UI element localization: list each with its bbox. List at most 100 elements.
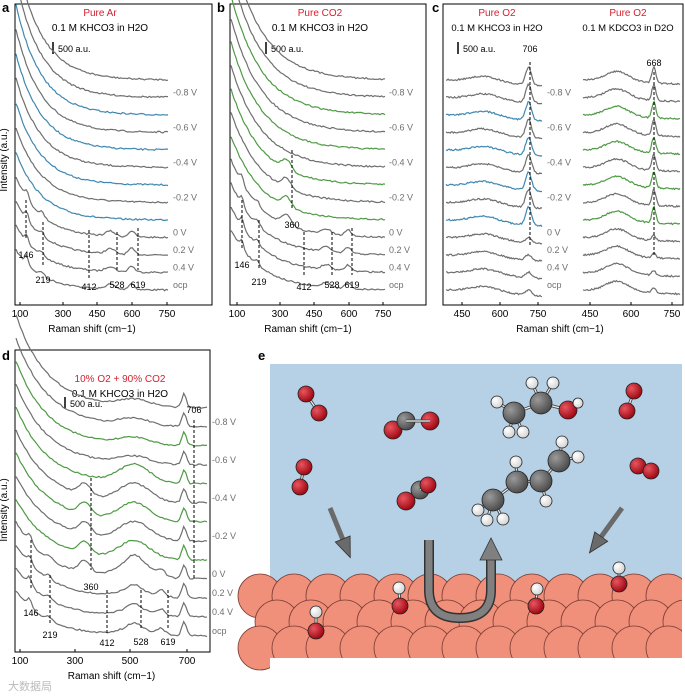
- ticks-a: 100 300 450 600 750 Raman shift (cm−1): [12, 302, 176, 335]
- x-tick-label: 100: [12, 309, 29, 320]
- peak-label: 219: [42, 630, 57, 640]
- potential-label-a: -0.6 V: [173, 123, 197, 133]
- potential-label-d: 0.2 V: [212, 588, 233, 598]
- curves-c: [445, 65, 681, 298]
- hydrogen-atom: [471, 503, 485, 517]
- oxygen-atom: [618, 402, 636, 420]
- potential-label-d: 0 V: [212, 569, 226, 579]
- curves-d: [15, 314, 208, 638]
- spectrum-d-12: [15, 314, 208, 410]
- hydrogen-atom: [309, 605, 323, 619]
- potential-label-a: -0.8 V: [173, 88, 197, 98]
- watermark: 大数据局: [8, 679, 52, 693]
- x-tick-label: 750: [530, 309, 547, 320]
- x-tick-label: 750: [375, 309, 392, 320]
- carbon-atom: [505, 470, 529, 494]
- oxygen-atom: [527, 597, 545, 615]
- scalebar-label-a: 500 a.u.: [58, 44, 91, 54]
- peak-label: 146: [234, 260, 249, 270]
- potential-label-b: 0.4 V: [389, 263, 410, 273]
- spectrum-c-left-8: [445, 136, 543, 157]
- oxygen-atom: [291, 478, 309, 496]
- potential-label-a: 0.2 V: [173, 245, 194, 255]
- labels-b: ocp 0.4 V 0.2 V 0 V -0.2 V -0.4 V -0.6 V -0.8 V: [389, 88, 413, 291]
- x-tick-label: 600: [492, 309, 509, 320]
- spectrum-c-right-2: [582, 244, 680, 260]
- title-c-right: Pure O2: [609, 8, 647, 19]
- peak-label: 706: [522, 44, 537, 54]
- scalebar-label-d: 500 a.u.: [70, 399, 103, 409]
- electrolyte-b: 0.1 M KHCO3 in H2O: [272, 23, 368, 34]
- spectrum-b-8: [230, 41, 386, 150]
- peak-label: 528: [133, 637, 148, 647]
- potential-label-c: 0.2 V: [547, 245, 568, 255]
- spectrum-a-2: [15, 201, 169, 257]
- hydrogen-atom: [571, 450, 585, 464]
- peak-label: 219: [251, 277, 266, 287]
- x-tick-label: 600: [341, 309, 358, 320]
- electrolyte-c-right: 0.1 M KDCO3 in D2O: [582, 23, 673, 34]
- spectrum-c-right-7: [582, 154, 680, 173]
- u-turn-arrow: [425, 540, 495, 622]
- title-d: 10% O2 + 90% CO2: [75, 374, 166, 385]
- peaks-a: 146 219 412 528 619: [18, 200, 146, 292]
- peaks-c: 706 668: [522, 44, 662, 255]
- x-axis-label: Raman shift (cm−1): [68, 671, 156, 682]
- hydrogen-atom: [525, 376, 539, 390]
- spectrum-b-0: [230, 230, 386, 291]
- labels-a: ocp 0.4 V 0.2 V 0 V -0.2 V -0.4 V -0.6 V -0.8 V: [173, 88, 197, 291]
- copper-clip: [270, 658, 685, 699]
- x-tick-label: 500: [122, 656, 139, 667]
- panel-b: b Pure CO2 0.1 M KHCO3 in H2O 500 a.u. o…: [217, 0, 427, 335]
- spectrum-b-2: [230, 182, 386, 256]
- x-tick-label: 450: [454, 309, 471, 320]
- spectrum-a-8: [15, 53, 169, 151]
- spectrum-b-10: [231, 0, 386, 116]
- oxygen-atom: [383, 420, 403, 440]
- spectrum-c-right-0: [582, 279, 681, 296]
- spectrum-d-11: [15, 337, 208, 428]
- x-tick-label: 450: [306, 309, 323, 320]
- peak-label: 528: [324, 280, 339, 290]
- spectrum-b-5: [230, 112, 386, 204]
- ylabel-d: Intensity (a.u.): [0, 478, 10, 541]
- spectrum-c-left-3: [445, 232, 543, 245]
- peak-label: 412: [296, 282, 311, 292]
- panel-e: e: [237, 348, 685, 699]
- potential-label-b: -0.8 V: [389, 88, 413, 98]
- spectrum-c-right-5: [582, 189, 681, 208]
- spectrum-d-2: [15, 545, 208, 600]
- oxygen-atom: [307, 622, 325, 640]
- x-tick-label: 300: [272, 309, 289, 320]
- flow-arrow-head: [334, 535, 351, 559]
- hydrogen-atom: [555, 435, 569, 449]
- hydrogen-atom: [546, 376, 560, 390]
- peaks-d: 146 219 360 412 528 619 706: [23, 405, 201, 648]
- oxygen-atom: [558, 400, 578, 420]
- panel-d: d 10% O2 + 90% CO2 0.1 M KHCO3 in H2O 50…: [0, 314, 236, 682]
- potential-label-d: 0.4 V: [212, 607, 233, 617]
- potential-label-c: -0.4 V: [547, 158, 571, 168]
- potential-label-a: 0.4 V: [173, 263, 194, 273]
- title-a: Pure Ar: [83, 8, 117, 19]
- hydrogen-atom: [392, 581, 406, 595]
- spectrum-a-3: [15, 176, 169, 239]
- hydrogen-atom: [490, 395, 504, 409]
- spectrum-b-1: [230, 206, 386, 274]
- potential-label-d: -0.2 V: [212, 531, 236, 541]
- spectrum-d-10: [15, 361, 208, 447]
- potential-label-d: -0.4 V: [212, 493, 236, 503]
- spectrum-c-left-4: [446, 205, 543, 228]
- title-c-left: Pure O2: [478, 8, 516, 19]
- spectrum-c-right-9: [582, 118, 681, 138]
- x-tick-label: 700: [179, 656, 196, 667]
- spectrum-a-4: [15, 152, 169, 221]
- spectrum-a-12: [26, 0, 169, 82]
- panel-c: c Pure O2 0.1 M KHCO3 in H2O Pure O2 0.1…: [432, 0, 684, 335]
- ylabel-a: Intensity (a.u.): [0, 128, 10, 191]
- spectrum-a-1: [15, 224, 169, 274]
- hydrogen-atom: [572, 397, 584, 409]
- potential-label-d: -0.8 V: [212, 417, 236, 427]
- x-tick-label: 600: [623, 309, 640, 320]
